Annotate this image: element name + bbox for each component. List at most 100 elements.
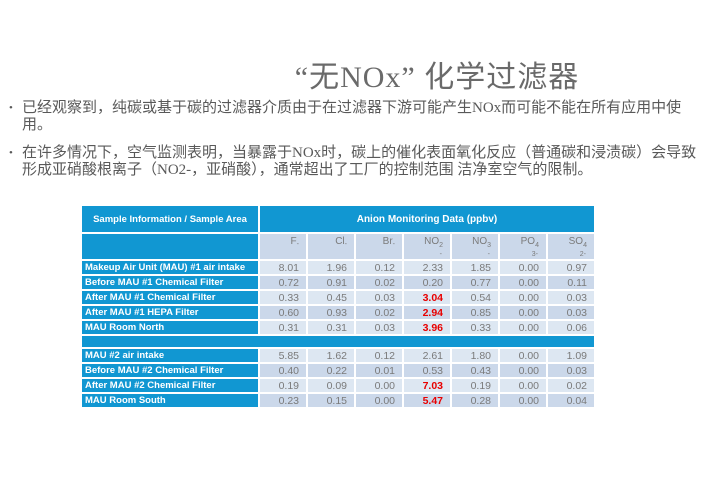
value-cell: 0.03: [548, 364, 594, 377]
value-cell: 0.03: [548, 306, 594, 319]
value-cell: 0.43: [452, 364, 498, 377]
ion-charge: -: [439, 251, 442, 258]
table-row: Makeup Air Unit (MAU) #1 air intake 8.01 1…: [82, 261, 594, 274]
value-cell: 2.61: [404, 349, 450, 362]
value-cell: 7.03: [404, 379, 450, 392]
row-label-cell: Before MAU #1 Chemical Filter: [82, 276, 258, 289]
ion-header-cell: Cl-: [308, 234, 354, 259]
value-cell: 0.01: [356, 364, 402, 377]
value-cell: 1.85: [452, 261, 498, 274]
bullet-text: 在许多情况下，空气监测表明，当暴露于NOx时，碳上的催化表面氧化反应（普通碳和浸…: [22, 145, 697, 178]
value-cell: 0.00: [500, 291, 546, 304]
value-cell: 0.40: [260, 364, 306, 377]
value-cell: 0.00: [500, 364, 546, 377]
ion-charge: -: [487, 251, 490, 258]
value-cell: 5.47: [404, 394, 450, 407]
value-cell: 0.12: [356, 261, 402, 274]
bullet-item: • 已经观察到，纯碳或基于碳的过滤器介质由于在过滤器下游可能产生NOx而可能不能…: [9, 100, 699, 134]
value-cell: 1.80: [452, 349, 498, 362]
value-cell: 0.77: [452, 276, 498, 289]
bullet-list: • 已经观察到，纯碳或基于碳的过滤器介质由于在过滤器下游可能产生NOx而可能不能…: [9, 100, 699, 190]
row-label-cell: After MAU #1 HEPA Filter: [82, 306, 258, 319]
ion-header-cell: NO3-: [452, 234, 498, 259]
ion-charge: -: [344, 241, 347, 248]
value-cell: 0.11: [548, 276, 594, 289]
ion-header-cell: NO2-: [404, 234, 450, 259]
value-cell: 1.62: [308, 349, 354, 362]
ion-charge: -: [296, 241, 299, 248]
value-cell: 5.85: [260, 349, 306, 362]
value-cell: 0.00: [500, 379, 546, 392]
row-label-cell: After MAU #1 Chemical Filter: [82, 291, 258, 304]
value-cell: 0.72: [260, 276, 306, 289]
ion-charge: 2-: [579, 251, 586, 258]
anion-table-body: Sample Information / Sample Area Anion Mo…: [82, 206, 594, 407]
ion-header-cell: SO4 2-: [548, 234, 594, 259]
ion-charge: -: [392, 241, 395, 248]
slide-title: “无NOx” 化学过滤器: [294, 61, 580, 94]
anion-monitoring-table: Sample Information / Sample Area Anion Mo…: [80, 204, 596, 409]
value-cell: 0.33: [260, 291, 306, 304]
ion-header-cell: F-: [260, 234, 306, 259]
value-cell: 0.60: [260, 306, 306, 319]
value-cell: 0.09: [308, 379, 354, 392]
value-cell: 0.28: [452, 394, 498, 407]
value-cell: 0.00: [500, 349, 546, 362]
value-cell: 0.00: [500, 306, 546, 319]
value-cell: 1.96: [308, 261, 354, 274]
value-cell: 0.02: [548, 379, 594, 392]
value-cell: 3.04: [404, 291, 450, 304]
blank-header-cell: [82, 234, 258, 259]
ion-header-cell: Br-: [356, 234, 402, 259]
value-cell: 0.04: [548, 394, 594, 407]
value-cell: 2.33: [404, 261, 450, 274]
row-label-cell: Before MAU #2 Chemical Filter: [82, 364, 258, 377]
table-row: MAU Room South 0.23 0.15 0.00 5.47 0.28 0.00 0.…: [82, 394, 594, 407]
row-label-cell: MAU #2 air intake: [82, 349, 258, 362]
value-cell: 0.12: [356, 349, 402, 362]
table-row: MAU Room North 0.31 0.31 0.03 3.96 0.33 0.00 0.…: [82, 321, 594, 334]
bullet-item: • 在许多情况下，空气监测表明，当暴露于NOx时，碳上的催化表面氧化反应（普通碳…: [9, 145, 699, 179]
value-cell: 0.53: [404, 364, 450, 377]
ion-header-row: F- Cl- Br- NO2- NO3- PO4 3- SO4 2-: [82, 234, 594, 259]
value-cell: 3.96: [404, 321, 450, 334]
value-cell: 0.33: [452, 321, 498, 334]
table-row: Before MAU #1 Chemical Filter 0.72 0.91 0.0…: [82, 276, 594, 289]
value-cell: 0.20: [404, 276, 450, 289]
value-cell: 0.00: [500, 321, 546, 334]
bullet-marker: •: [9, 147, 13, 159]
corner-header-cell: Sample Information / Sample Area: [82, 206, 258, 232]
ion-charge: 3-: [531, 251, 538, 258]
value-cell: 0.00: [500, 261, 546, 274]
value-cell: 2.94: [404, 306, 450, 319]
value-cell: 0.45: [308, 291, 354, 304]
value-cell: 0.00: [500, 394, 546, 407]
row-label-cell: After MAU #2 Chemical Filter: [82, 379, 258, 392]
value-cell: 0.03: [548, 291, 594, 304]
value-cell: 0.31: [308, 321, 354, 334]
value-cell: 0.93: [308, 306, 354, 319]
value-cell: 0.00: [356, 379, 402, 392]
value-cell: 0.03: [356, 291, 402, 304]
value-cell: 0.22: [308, 364, 354, 377]
value-cell: 0.31: [260, 321, 306, 334]
bullet-text: 已经观察到，纯碳或基于碳的过滤器介质由于在过滤器下游可能产生NOx而可能不能在所…: [22, 100, 682, 133]
value-cell: 0.97: [548, 261, 594, 274]
value-cell: 0.23: [260, 394, 306, 407]
table-header-row: Sample Information / Sample Area Anion Mo…: [82, 206, 594, 232]
value-cell: 0.19: [452, 379, 498, 392]
row-label-cell: MAU Room South: [82, 394, 258, 407]
value-cell: 1.09: [548, 349, 594, 362]
value-cell: 0.00: [500, 276, 546, 289]
value-cell: 0.91: [308, 276, 354, 289]
row-label-cell: Makeup Air Unit (MAU) #1 air intake: [82, 261, 258, 274]
value-cell: 0.85: [452, 306, 498, 319]
value-cell: 0.03: [356, 321, 402, 334]
value-cell: 0.00: [356, 394, 402, 407]
bullet-marker: •: [9, 102, 13, 114]
table-row: After MAU #1 Chemical Filter 0.33 0.45 0.03…: [82, 291, 594, 304]
value-cell: 8.01: [260, 261, 306, 274]
separator-row: [82, 336, 594, 347]
value-cell: 0.02: [356, 306, 402, 319]
